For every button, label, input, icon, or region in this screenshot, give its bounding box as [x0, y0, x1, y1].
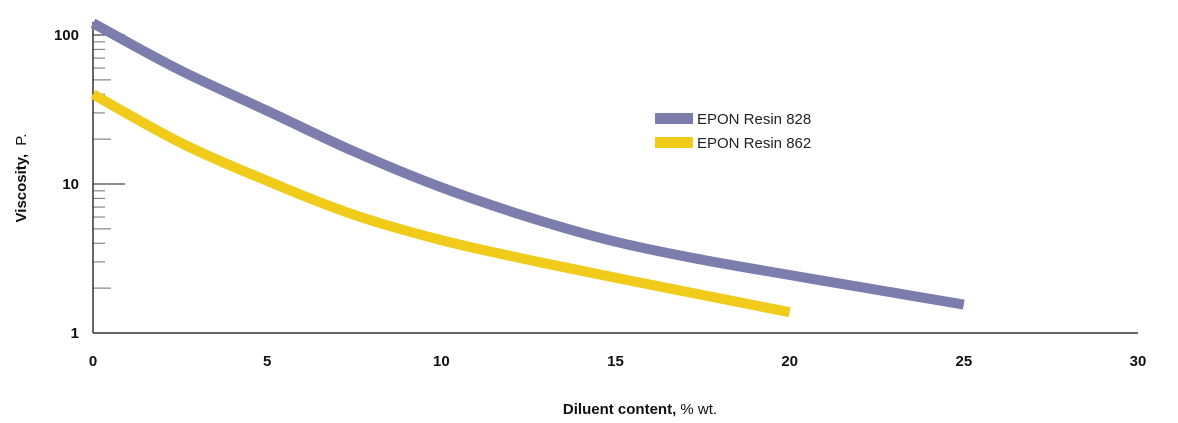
- x-tick-label: 20: [781, 353, 798, 370]
- x-tick-label: 30: [1130, 353, 1147, 370]
- x-axis-title: Diluent content, % wt.: [563, 401, 717, 418]
- y-axis-title: Viscosity, P.: [13, 134, 30, 223]
- x-tick-label: 10: [433, 353, 450, 370]
- x-axis-title-unit: % wt.: [676, 401, 717, 418]
- x-tick-label: 15: [607, 353, 624, 370]
- y-tick-label: 1: [71, 325, 79, 342]
- y-tick-label: 100: [54, 27, 79, 44]
- y-minor-ticks: [93, 41, 111, 289]
- series-line-2: [90, 89, 791, 318]
- x-axis-title-main: Diluent content,: [563, 401, 676, 418]
- series-lines: [90, 18, 965, 318]
- legend-label: EPON Resin 862: [697, 135, 811, 152]
- x-tick-label: 0: [89, 353, 97, 370]
- x-tick-label: 5: [263, 353, 271, 370]
- y-axis-title-main: Viscosity,: [13, 154, 30, 223]
- y-axis-title-unit: P.: [13, 134, 30, 146]
- x-tick-labels: 0 5 10 15 20 25 30: [89, 353, 1147, 370]
- y-tick-label: 10: [62, 176, 79, 193]
- legend-label: EPON Resin 828: [697, 111, 811, 128]
- legend-swatch: [655, 113, 693, 124]
- legend: EPON Resin 828 EPON Resin 862: [655, 111, 811, 152]
- y-tick-labels: 1 10 100: [54, 27, 79, 342]
- legend-swatch: [655, 137, 693, 148]
- series-line-1: [90, 18, 965, 310]
- x-tick-label: 25: [955, 353, 972, 370]
